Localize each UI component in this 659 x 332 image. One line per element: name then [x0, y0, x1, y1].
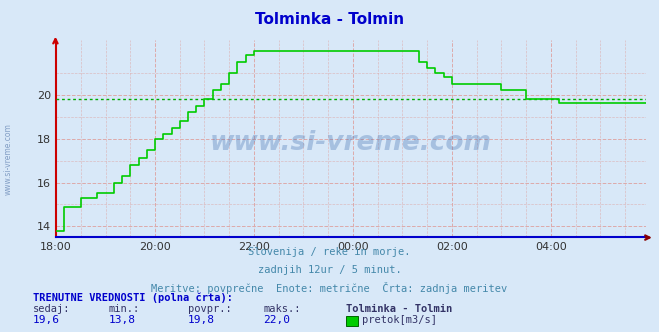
Text: 19,8: 19,8 [188, 315, 215, 325]
Text: 13,8: 13,8 [109, 315, 136, 325]
Text: 22,0: 22,0 [264, 315, 291, 325]
Text: 19,6: 19,6 [33, 315, 60, 325]
Text: maks.:: maks.: [264, 304, 301, 314]
Text: min.:: min.: [109, 304, 140, 314]
Text: Slovenija / reke in morje.: Slovenija / reke in morje. [248, 247, 411, 257]
Text: pretok[m3/s]: pretok[m3/s] [362, 315, 437, 325]
Text: Tolminka - Tolmin: Tolminka - Tolmin [255, 12, 404, 27]
Text: sedaj:: sedaj: [33, 304, 71, 314]
Text: www.si-vreme.com: www.si-vreme.com [210, 129, 492, 156]
Text: povpr.:: povpr.: [188, 304, 231, 314]
Text: zadnjih 12ur / 5 minut.: zadnjih 12ur / 5 minut. [258, 265, 401, 275]
Text: Tolminka - Tolmin: Tolminka - Tolmin [346, 304, 452, 314]
Text: www.si-vreme.com: www.si-vreme.com [3, 124, 13, 195]
Text: TRENUTNE VREDNOSTI (polna črta):: TRENUTNE VREDNOSTI (polna črta): [33, 292, 233, 303]
Text: Meritve: povprečne  Enote: metrične  Črta: zadnja meritev: Meritve: povprečne Enote: metrične Črta:… [152, 282, 507, 294]
